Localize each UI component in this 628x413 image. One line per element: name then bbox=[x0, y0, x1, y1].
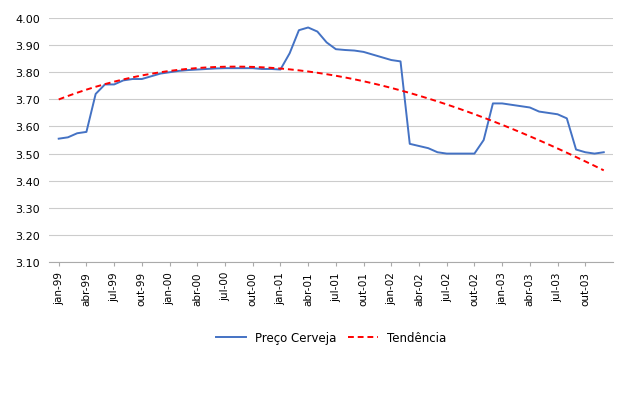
Preço Cerveja bbox=[600, 150, 607, 155]
Preço Cerveja bbox=[240, 66, 247, 71]
Preço Cerveja bbox=[443, 152, 450, 157]
Tendência bbox=[406, 91, 413, 96]
Preço Cerveja bbox=[148, 75, 155, 80]
Tendência bbox=[148, 72, 155, 77]
Preço Cerveja bbox=[305, 26, 312, 31]
Tendência bbox=[55, 98, 62, 103]
Line: Tendência: Tendência bbox=[58, 67, 604, 171]
Tendência bbox=[193, 66, 201, 71]
Tendência bbox=[249, 65, 256, 70]
Line: Preço Cerveja: Preço Cerveja bbox=[58, 28, 604, 154]
Preço Cerveja bbox=[55, 137, 62, 142]
Tendência bbox=[230, 65, 238, 70]
Preço Cerveja bbox=[212, 67, 220, 72]
Tendência bbox=[212, 65, 220, 70]
Preço Cerveja bbox=[230, 66, 238, 71]
Tendência bbox=[600, 169, 607, 173]
Preço Cerveja bbox=[193, 68, 201, 73]
Legend: Preço Cerveja, Tendência: Preço Cerveja, Tendência bbox=[212, 327, 451, 349]
Preço Cerveja bbox=[406, 142, 413, 147]
Tendência bbox=[240, 65, 247, 70]
